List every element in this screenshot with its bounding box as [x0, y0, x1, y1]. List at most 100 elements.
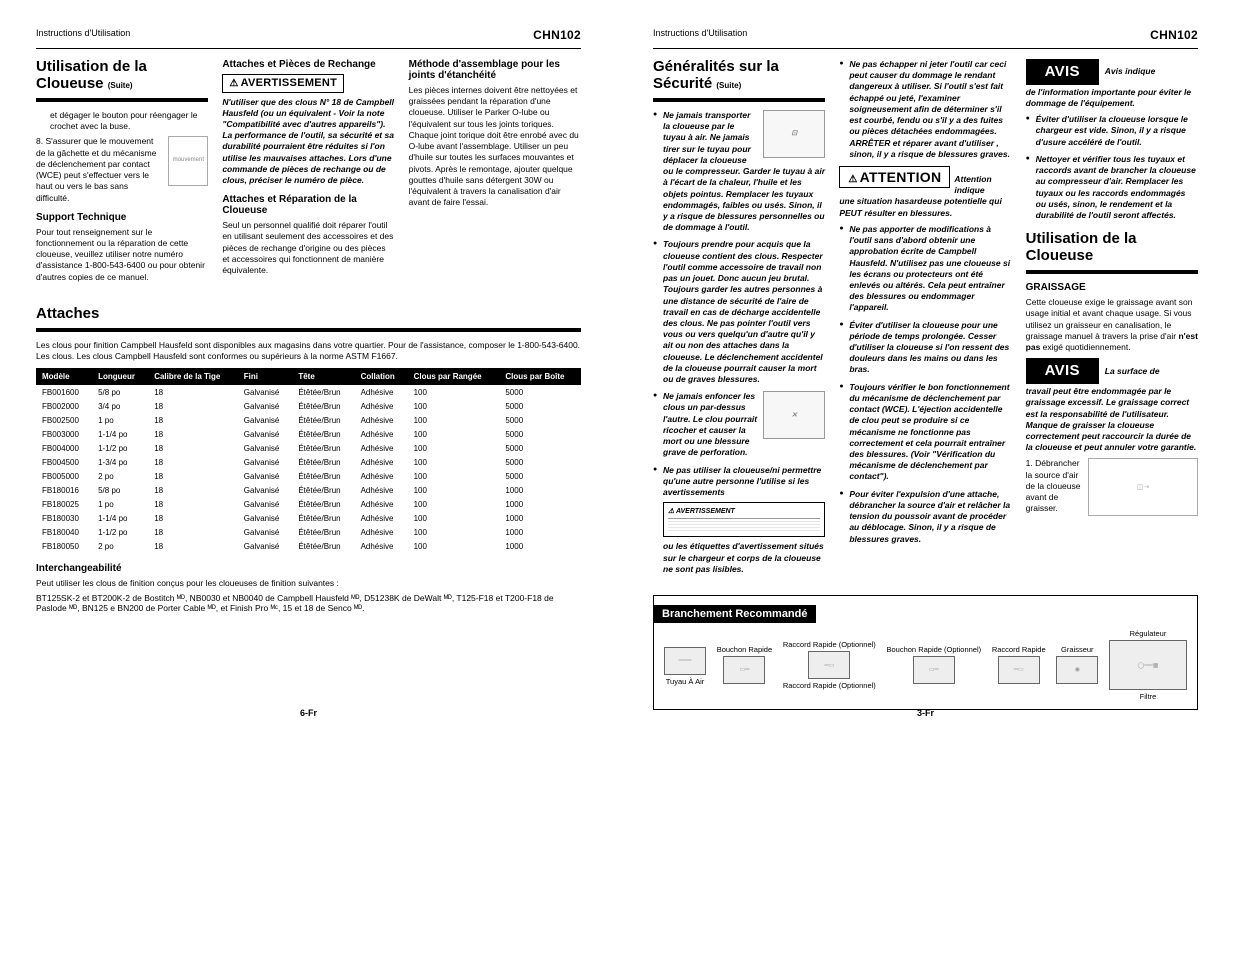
bullet: Toujours vérifier le bon fonctionnement …	[839, 382, 1011, 483]
t: Cloueuse	[1026, 247, 1094, 264]
warning-badge: AVERTISSEMENT	[222, 74, 344, 93]
table-cell: Galvanisé	[238, 413, 293, 427]
table-cell: Galvanisé	[238, 525, 293, 539]
table-cell: FB180016	[36, 483, 92, 497]
table-cell: 1000	[499, 539, 581, 553]
diagram-node: Raccord Rapide═▭	[992, 645, 1046, 686]
table-cell: FB003000	[36, 427, 92, 441]
table-cell: Galvanisé	[238, 385, 293, 399]
table-cell: 1 po	[92, 497, 148, 511]
attention-text: une situation hasardeuse potentielle qui…	[839, 196, 1011, 218]
table-cell: Étêtée/Brun	[292, 539, 354, 553]
columns-top: Utilisation de la Cloueuse (Suite) et dé…	[36, 59, 581, 288]
nailer-icon: ◫⇢	[1088, 458, 1198, 516]
table-cell: 18	[148, 511, 238, 525]
attaches-intro: Les clous pour finition Campbell Hausfel…	[36, 340, 581, 362]
bullet: Éviter d'utiliser la cloueuse lorsque le…	[1026, 114, 1198, 148]
diagram-node: Raccord Rapide (Optionnel)═▭Raccord Rapi…	[783, 640, 876, 690]
table-cell: 18	[148, 497, 238, 511]
table-row: FB1800502 po18GalvaniséÉtêtée/BrunAdhési…	[36, 539, 581, 553]
table-cell: 5000	[499, 413, 581, 427]
columns-right: Généralités sur la Sécurité (Suite) ⊡ Ne…	[653, 59, 1198, 581]
col-2: Attaches et Pièces de Rechange AVERTISSE…	[222, 59, 394, 288]
table-cell: FB002500	[36, 413, 92, 427]
safety-bullets-3: Ne pas apporter de modifications à l'out…	[839, 224, 1011, 545]
mid-heading-1: Attaches et Pièces de Rechange	[222, 59, 394, 70]
table-cell: 1-1/2 po	[92, 441, 148, 455]
t: ou les étiquettes d'avertissement situés…	[663, 541, 824, 573]
page-right: Instructions d'Utilisation CHN102 Généra…	[617, 0, 1234, 728]
attention-lead: Attention indique	[954, 174, 1011, 196]
inter-p1: Peut utiliser les clous de finition conç…	[36, 578, 581, 588]
table-cell: Galvanisé	[238, 539, 293, 553]
table-cell: Galvanisé	[238, 427, 293, 441]
warning-small-badge: ⚠ AVERTISSEMENT	[663, 502, 825, 537]
table-cell: Adhésive	[355, 539, 408, 553]
table-cell: 100	[408, 469, 500, 483]
table-cell: Adhésive	[355, 469, 408, 483]
table-cell: 100	[408, 413, 500, 427]
bullet: Pour éviter l'expulsion d'une attache, d…	[839, 489, 1011, 545]
table-cell: 1 po	[92, 413, 148, 427]
table-cell: 100	[408, 511, 500, 525]
avis-badge: AVIS	[1026, 358, 1099, 384]
table-cell: Galvanisé	[238, 455, 293, 469]
inter-heading: Interchangeabilité	[36, 563, 581, 574]
table-cell: FB004000	[36, 441, 92, 455]
table-cell: Galvanisé	[238, 483, 293, 497]
tool-icon: ⊡	[763, 110, 825, 158]
connection-diagram: ═══Tuyau À Air Bouchon Rapide▭═ Raccord Ra…	[664, 629, 1187, 701]
footer-left: 6-Fr	[0, 708, 617, 718]
table-cell: 100	[408, 427, 500, 441]
table-cell: Adhésive	[355, 441, 408, 455]
rule	[653, 48, 1198, 49]
table-row: FB0025001 po18GalvaniséÉtêtée/BrunAdhési…	[36, 413, 581, 427]
diagram-node: Régulateur◯══▦Filtre	[1109, 629, 1187, 701]
rule	[1026, 270, 1198, 274]
table-cell: Étêtée/Brun	[292, 441, 354, 455]
rcol-2: Ne pas échapper ni jeter l'outil car cec…	[839, 59, 1011, 581]
avis-text: de l'information importante pour éviter …	[1026, 87, 1198, 109]
component-icon: ◯══▦	[1109, 640, 1187, 690]
table-cell: 100	[408, 455, 500, 469]
t: AVERTISSEMENT	[676, 508, 735, 515]
table-cell: Galvanisé	[238, 469, 293, 483]
header-model: CHN102	[1150, 28, 1198, 42]
table-cell: FB005000	[36, 469, 92, 483]
assembly-text: Les pièces internes doivent être nettoyé…	[409, 85, 581, 208]
table-cell: Étêtée/Brun	[292, 469, 354, 483]
support-heading: Support Technique	[36, 212, 208, 223]
avis-bullets: Éviter d'utiliser la cloueuse lorsque le…	[1026, 114, 1198, 221]
table-header-cell: Calibre de la Tige	[148, 368, 238, 385]
table-row: FB0016005/8 po18GalvaniséÉtêtée/BrunAdhé…	[36, 385, 581, 399]
header-instructions: Instructions d'Utilisation	[36, 28, 130, 42]
diagram-node: ═══Tuyau À Air	[664, 645, 706, 686]
col-1: Utilisation de la Cloueuse (Suite) et dé…	[36, 59, 208, 288]
safety-bullets-2: Ne pas échapper ni jeter l'outil car cec…	[839, 59, 1011, 160]
inter-p2: BT125SK-2 et BT200K-2 de Bostitch ᴹᴰ, NB…	[36, 593, 581, 613]
t: Utilisation de la	[36, 58, 147, 75]
table-cell: 1-3/4 po	[92, 455, 148, 469]
table-cell: FB180050	[36, 539, 92, 553]
table-cell: 100	[408, 525, 500, 539]
table-cell: 100	[408, 399, 500, 413]
table-cell: 5000	[499, 385, 581, 399]
warning-text: N'utiliser que des clous N° 18 de Campbe…	[222, 97, 394, 187]
table-cell: Adhésive	[355, 511, 408, 525]
t: Ne pas utiliser la cloueuse/ni permettre…	[663, 465, 821, 497]
diagram-node: Bouchon Rapide▭═	[717, 645, 772, 686]
table-cell: 18	[148, 399, 238, 413]
annot: mouvement	[173, 157, 204, 165]
connection-diagram-box: Branchement Recommandé ═══Tuyau À AirBou…	[653, 595, 1198, 710]
rule	[36, 328, 581, 332]
table-cell: 18	[148, 427, 238, 441]
table-cell: FB001600	[36, 385, 92, 399]
safety-bullets: ⊡ Ne jamais transporter la cloueuse par …	[653, 110, 825, 575]
t: Généralités sur la	[653, 58, 779, 75]
table-cell: Galvanisé	[238, 497, 293, 511]
component-icon: ═▭	[808, 651, 850, 679]
table-cell: Étêtée/Brun	[292, 525, 354, 539]
table-cell: 100	[408, 539, 500, 553]
table-cell: Adhésive	[355, 427, 408, 441]
bullet: Éviter d'utiliser la cloueuse pour une p…	[839, 320, 1011, 376]
